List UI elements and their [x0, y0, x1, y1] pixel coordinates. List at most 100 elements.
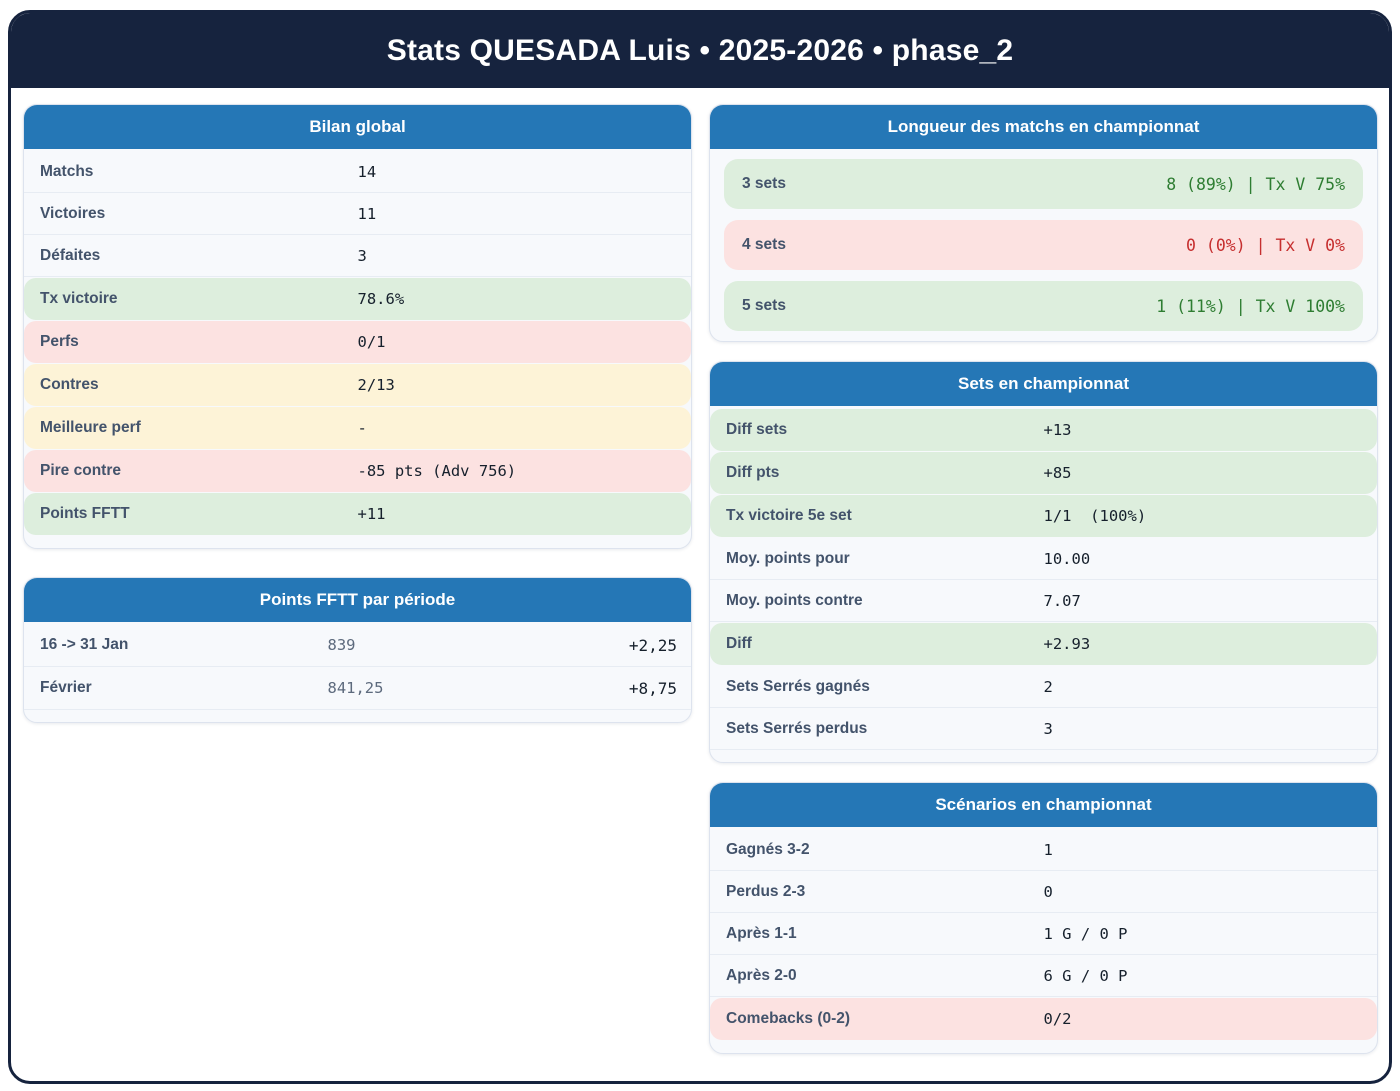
match-length-label: 3 sets: [742, 175, 786, 192]
card-bilan-global: Bilan global Matchs 14 Victoires 11 Défa…: [23, 104, 692, 549]
card-sets-championnat: Sets en championnat Diff sets +13 Diff p…: [709, 361, 1378, 763]
stat-label: Meilleure perf: [40, 419, 141, 436]
stat-value: 1: [1043, 840, 1053, 859]
card-longueur-title: Longueur des matchs en championnat: [710, 105, 1377, 149]
stat-label: Après 1-1: [726, 924, 797, 942]
stat-label: Diff pts: [726, 464, 780, 481]
left-column: Bilan global Matchs 14 Victoires 11 Défa…: [23, 104, 692, 723]
stat-label: Diff: [726, 635, 752, 652]
match-length-row-green: 3 sets 8 (89%) | Tx V 75%: [724, 159, 1363, 209]
stat-value: 0/1: [357, 333, 386, 351]
body-grid: Bilan global Matchs 14 Victoires 11 Défa…: [11, 88, 1389, 1054]
match-length-label: 4 sets: [742, 236, 786, 253]
stat-value: 2/13: [357, 376, 395, 394]
card-bilan-body: Matchs 14 Victoires 11 Défaites 3 Tx vic…: [24, 149, 691, 548]
period-label: 16 -> 31 Jan: [40, 636, 129, 653]
stat-label: Perdus 2-3: [726, 882, 806, 900]
stat-value: -85 pts (Adv 756): [357, 462, 517, 480]
stat-label: Moy. points pour: [726, 549, 850, 567]
stat-row: Après 1-1 1 G / 0 P: [710, 913, 1377, 955]
card-longueur-body: 3 sets 8 (89%) | Tx V 75% 4 sets 0 (0%) …: [710, 149, 1377, 341]
stat-label: Tx victoire 5e set: [726, 507, 852, 524]
stat-value: +11: [357, 505, 386, 523]
stat-row: Perdus 2-3 0: [710, 871, 1377, 913]
card-sets-body: Diff sets +13 Diff pts +85 Tx victoire 5…: [710, 406, 1377, 762]
stat-row: Gagnés 3-2 1: [710, 829, 1377, 871]
stat-label: Victoires: [40, 204, 106, 222]
period-points: 841,25: [327, 679, 384, 697]
stat-row: Moy. points contre 7.07: [710, 580, 1377, 622]
stat-row-highlight-cream: Meilleure perf -: [24, 407, 691, 449]
stat-value: 3: [357, 246, 367, 265]
stat-row-highlight-green: Diff pts +85: [710, 452, 1377, 494]
stat-row-highlight-green: Diff sets +13: [710, 409, 1377, 451]
period-row: 16 -> 31 Jan 839 +2,25: [24, 624, 691, 667]
card-points-periode-title: Points FFTT par période: [24, 578, 691, 622]
stat-value: +13: [1043, 421, 1072, 439]
period-points: 839: [327, 636, 356, 654]
stat-row: Après 2-0 6 G / 0 P: [710, 955, 1377, 997]
card-scenarios-body: Gagnés 3-2 1 Perdus 2-3 0 Après 1-1 1 G …: [710, 827, 1377, 1053]
stat-label: Contres: [40, 376, 99, 393]
match-length-label: 5 sets: [742, 297, 786, 314]
stat-row: Sets Serrés gagnés 2: [710, 666, 1377, 708]
stat-label: Gagnés 3-2: [726, 840, 810, 858]
match-length-value: 8 (89%) | Tx V 75%: [1166, 174, 1345, 194]
stat-row-highlight-pink: Pire contre -85 pts (Adv 756): [24, 450, 691, 492]
stat-label: Pire contre: [40, 462, 121, 479]
stat-row-highlight-pink: Comebacks (0-2) 0/2: [710, 998, 1377, 1040]
match-length-row-pink: 4 sets 0 (0%) | Tx V 0%: [724, 220, 1363, 270]
stat-value: 11: [357, 204, 377, 223]
stat-row: Défaites 3: [24, 235, 691, 277]
match-length-value: 1 (11%) | Tx V 100%: [1156, 296, 1345, 316]
stat-value: 14: [357, 162, 377, 181]
period-label: Février: [40, 679, 92, 696]
card-longueur-matchs: Longueur des matchs en championnat 3 set…: [709, 104, 1378, 342]
card-scenarios-title: Scénarios en championnat: [710, 783, 1377, 827]
right-column: Longueur des matchs en championnat 3 set…: [709, 104, 1378, 1054]
period-row: Février 841,25 +8,75: [24, 667, 691, 710]
card-sets-title: Sets en championnat: [710, 362, 1377, 406]
stat-label: Matchs: [40, 162, 94, 180]
stat-row-highlight-green: Diff +2.93: [710, 623, 1377, 665]
stat-value: 1 G / 0 P: [1043, 924, 1128, 943]
stat-label: Perfs: [40, 333, 79, 350]
period-delta: +2,25: [628, 635, 677, 655]
stat-value: 10.00: [1043, 549, 1091, 568]
stat-label: Diff sets: [726, 421, 788, 438]
stat-value: 2: [1043, 677, 1053, 696]
stat-label: Moy. points contre: [726, 591, 863, 609]
stat-label: Après 2-0: [726, 966, 797, 984]
stat-label: Sets Serrés perdus: [726, 719, 868, 737]
stat-value: 0: [1043, 882, 1053, 901]
stat-value: 78.6%: [357, 290, 405, 308]
stat-value: 1/1 (100%): [1043, 507, 1147, 525]
stat-label: Tx victoire: [40, 290, 118, 307]
stat-label: Sets Serrés gagnés: [726, 677, 870, 695]
stat-row-highlight-green: Points FFTT +11: [24, 493, 691, 535]
stat-value: +85: [1043, 464, 1072, 482]
period-delta: +8,75: [628, 678, 677, 698]
match-length-value: 0 (0%) | Tx V 0%: [1186, 235, 1345, 255]
stat-value: 3: [1043, 719, 1053, 738]
stat-row: Victoires 11: [24, 193, 691, 235]
stat-value: 7.07: [1043, 591, 1081, 610]
match-length-row-green: 5 sets 1 (11%) | Tx V 100%: [724, 281, 1363, 331]
page-header: Stats QUESADA Luis • 2025-2026 • phase_2: [11, 13, 1389, 88]
page-title: Stats QUESADA Luis • 2025-2026 • phase_2: [386, 33, 1014, 67]
card-bilan-title: Bilan global: [24, 105, 691, 149]
card-scenarios-championnat: Scénarios en championnat Gagnés 3-2 1 Pe…: [709, 782, 1378, 1054]
stat-label: Points FFTT: [40, 505, 130, 522]
stat-row: Sets Serrés perdus 3: [710, 708, 1377, 750]
stat-row-highlight-green: Tx victoire 5e set 1/1 (100%): [710, 495, 1377, 537]
stat-value: +2.93: [1043, 635, 1091, 653]
stat-row-highlight-cream: Contres 2/13: [24, 364, 691, 406]
stat-row: Matchs 14: [24, 151, 691, 193]
stat-row-highlight-pink: Perfs 0/1: [24, 321, 691, 363]
stat-value: 0/2: [1043, 1010, 1072, 1028]
stats-page: Stats QUESADA Luis • 2025-2026 • phase_2…: [8, 10, 1392, 1084]
card-points-periode: Points FFTT par période 16 -> 31 Jan 839…: [23, 577, 692, 723]
stat-row-highlight-green: Tx victoire 78.6%: [24, 278, 691, 320]
stat-row: Moy. points pour 10.00: [710, 538, 1377, 580]
stat-label: Comebacks (0-2): [726, 1010, 851, 1027]
